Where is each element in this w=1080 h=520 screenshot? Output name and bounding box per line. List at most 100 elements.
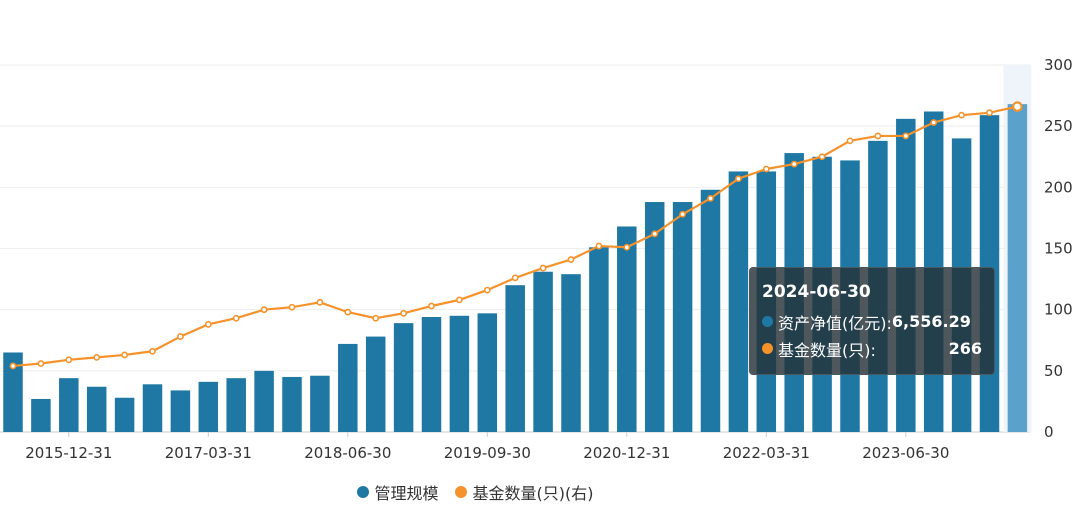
- bar[interactable]: [198, 381, 219, 432]
- line-point[interactable]: [400, 309, 407, 317]
- y-tick-label: 300: [1044, 56, 1073, 74]
- bar[interactable]: [310, 375, 330, 432]
- line-point[interactable]: [121, 351, 128, 359]
- bar[interactable]: [561, 274, 581, 432]
- line-point[interactable]: [986, 109, 993, 117]
- legend-item-management-scale[interactable]: 管理规模: [356, 480, 439, 504]
- legend-line-marker: [454, 486, 467, 498]
- x-tick-label: 2020-12-31: [583, 444, 670, 462]
- bar[interactable]: [617, 226, 637, 432]
- bar[interactable]: [254, 370, 274, 432]
- line-point[interactable]: [149, 347, 156, 355]
- bar[interactable]: [589, 247, 609, 432]
- legend-item-fund-count[interactable]: 基金数量(只)(右): [454, 480, 594, 504]
- tooltip-value-net-assets: 6,556.29: [891, 312, 971, 331]
- bar[interactable]: [365, 336, 386, 432]
- line-point[interactable]: [316, 298, 324, 306]
- bar[interactable]: [142, 384, 163, 432]
- bar[interactable]: [31, 398, 51, 432]
- line-point[interactable]: [344, 308, 352, 316]
- bar[interactable]: [700, 189, 721, 432]
- bar[interactable]: [170, 390, 191, 432]
- bar[interactable]: [1007, 104, 1028, 432]
- chart-legend: 管理规模 基金数量(只)(右): [0, 480, 950, 504]
- line-point[interactable]: [65, 356, 73, 364]
- legend-bar-marker: [356, 486, 369, 498]
- tooltip-line-marker: [762, 343, 773, 354]
- line-point[interactable]: [735, 175, 742, 183]
- line-point[interactable]: [958, 111, 965, 119]
- x-tick-label: 2023-06-30: [862, 444, 949, 462]
- bar[interactable]: [338, 343, 358, 432]
- bar[interactable]: [3, 352, 23, 432]
- bar[interactable]: [644, 202, 665, 432]
- bar[interactable]: [477, 313, 498, 432]
- line-point[interactable]: [37, 360, 45, 367]
- line-point[interactable]: [1012, 101, 1023, 112]
- bar[interactable]: [421, 317, 442, 432]
- line-point[interactable]: [567, 256, 575, 263]
- tooltip-label-net-assets: 资产净值(亿元):: [778, 313, 892, 333]
- x-tick-label: 2019-09-30: [444, 444, 531, 462]
- tooltip-date: 2024-06-30: [762, 282, 871, 302]
- line-point[interactable]: [707, 194, 714, 202]
- line-point[interactable]: [260, 306, 268, 314]
- bar[interactable]: [449, 315, 470, 432]
- x-axis: 2015-12-31 2017-03-31 2018-06-30 2019-09-30…: [25, 432, 949, 462]
- tooltip-row-fund-count: 基金数量(只): 266: [762, 335, 982, 362]
- y-tick-label: 150: [1044, 240, 1073, 258]
- bar[interactable]: [728, 171, 749, 432]
- line-point[interactable]: [176, 333, 184, 340]
- y-tick-label: 100: [1044, 301, 1073, 319]
- tooltip-value-fund-count: 266: [948, 339, 982, 358]
- bar[interactable]: [226, 378, 246, 432]
- bar[interactable]: [59, 378, 79, 432]
- legend-label-management-scale: 管理规模: [374, 484, 439, 503]
- bar[interactable]: [282, 376, 302, 432]
- y-axis-right: 0 50 100 150 200 250 300: [1044, 56, 1073, 441]
- y-tick-label: 0: [1044, 423, 1054, 441]
- x-tick-label: 2017-03-31: [165, 444, 252, 462]
- line-point[interactable]: [455, 296, 463, 304]
- line-point[interactable]: [846, 137, 854, 145]
- line-point[interactable]: [595, 242, 603, 250]
- x-tick-label: 2015-12-31: [25, 444, 112, 462]
- bar[interactable]: [114, 397, 135, 432]
- line-point[interactable]: [204, 320, 212, 328]
- line-point[interactable]: [232, 314, 240, 322]
- bar[interactable]: [393, 323, 414, 432]
- line-series: [9, 101, 1023, 370]
- tooltip-row-net-assets: 资产净值(亿元): 6,556.29: [762, 308, 982, 335]
- line-point[interactable]: [762, 165, 770, 173]
- line-point[interactable]: [9, 362, 17, 370]
- y-tick-label: 250: [1044, 117, 1073, 135]
- tooltip-label-fund-count: 基金数量(只):: [778, 340, 876, 360]
- chart-tooltip: 2024-06-30 资产净值(亿元): 6,556.29 基金数量(只): 2…: [749, 267, 995, 375]
- line-point[interactable]: [623, 243, 631, 251]
- line-point[interactable]: [679, 210, 686, 218]
- line-point[interactable]: [902, 132, 910, 140]
- bar[interactable]: [533, 271, 553, 432]
- line-point[interactable]: [651, 230, 659, 238]
- line-point[interactable]: [511, 274, 519, 282]
- x-tick-label: 2022-03-31: [723, 444, 810, 462]
- line-point[interactable]: [372, 314, 380, 322]
- line-point[interactable]: [874, 132, 882, 140]
- y-tick-label: 200: [1044, 178, 1073, 196]
- line-point[interactable]: [93, 353, 101, 361]
- tooltip-bar-marker: [762, 316, 773, 327]
- line-point[interactable]: [539, 264, 547, 272]
- legend-label-fund-count: 基金数量(只)(右): [472, 484, 594, 503]
- bar[interactable]: [86, 386, 107, 432]
- line-point[interactable]: [483, 286, 491, 294]
- x-tick-label: 2018-06-30: [304, 444, 391, 462]
- line-point[interactable]: [790, 160, 798, 168]
- line-point[interactable]: [288, 303, 296, 311]
- line-point[interactable]: [930, 119, 938, 126]
- bar[interactable]: [672, 202, 693, 432]
- y-tick-label: 50: [1044, 362, 1063, 380]
- line-point[interactable]: [818, 153, 826, 161]
- line-point[interactable]: [428, 302, 435, 310]
- bar[interactable]: [505, 285, 525, 432]
